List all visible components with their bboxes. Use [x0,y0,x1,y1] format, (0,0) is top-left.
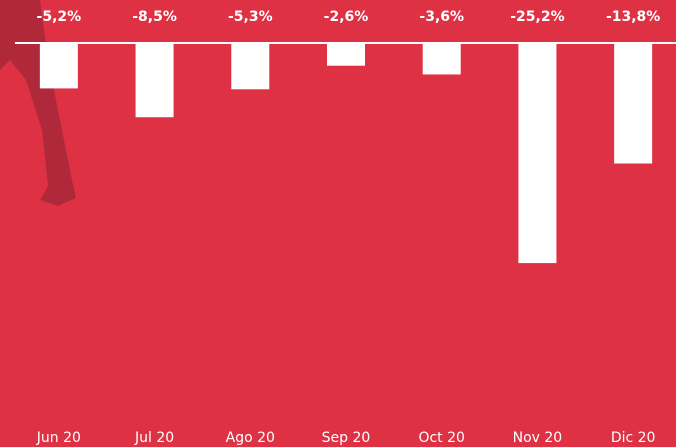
x-tick-label: Sep 20 [322,430,371,446]
bar [518,43,557,264]
bar [39,43,78,89]
value-label: -3,6% [419,9,464,25]
x-tick-label: Jul 20 [134,430,174,446]
value-label: -13,8% [606,9,660,25]
x-tick-label: Jun 20 [36,430,81,446]
value-label: -5,3% [228,9,273,25]
x-tick-label: Dic 20 [611,430,656,446]
x-tick-label: Nov 20 [513,430,563,446]
x-tick-label: Oct 20 [418,430,464,446]
bar [327,43,365,66]
value-label: -25,2% [510,9,564,25]
value-label: -2,6% [324,9,369,25]
bar [614,43,653,164]
bar [135,43,174,118]
value-label: -5,2% [37,9,82,25]
figure-silhouette [0,0,76,206]
bar [231,43,270,90]
value-label: -8,5% [132,9,177,25]
bar [422,43,461,75]
x-tick-label: Ago 20 [226,430,275,446]
